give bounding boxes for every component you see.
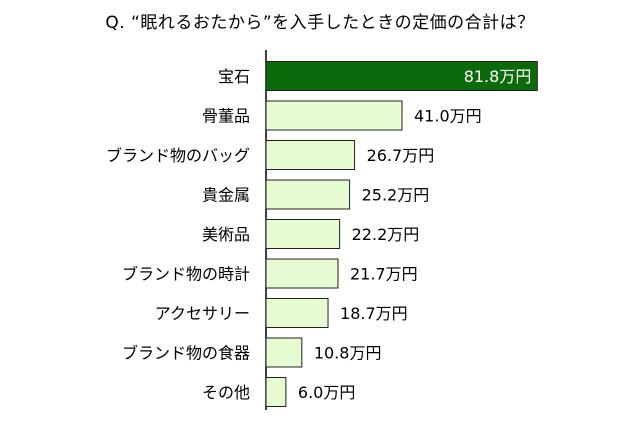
data-label: 25.2万円	[362, 186, 430, 205]
bar	[265, 258, 339, 289]
bar	[265, 337, 303, 368]
data-label: 41.0万円	[414, 107, 482, 126]
data-label: 21.7万円	[350, 265, 418, 284]
data-label: 10.8万円	[314, 344, 382, 363]
chart-title: Q. “眠れるおたから”を入手したときの定価の合計は？	[105, 13, 535, 33]
data-label: 26.7万円	[367, 146, 435, 165]
data-label: 81.8万円	[464, 67, 532, 86]
category-label: 宝石	[218, 67, 250, 86]
category-label: ブランド物のバッグ	[106, 146, 250, 165]
bar	[265, 219, 341, 249]
category-label: その他	[202, 383, 250, 402]
data-label: 6.0万円	[298, 383, 355, 402]
category-label: 骨董品	[202, 107, 250, 126]
bar	[265, 298, 329, 328]
bar	[265, 179, 351, 210]
category-label: ブランド物の時計	[122, 265, 250, 284]
data-label: 18.7万円	[340, 304, 408, 323]
bar	[265, 140, 356, 170]
category-label: 美術品	[202, 225, 250, 244]
bar	[265, 377, 287, 407]
bar	[265, 61, 538, 91]
category-label: 貴金属	[202, 186, 250, 205]
bar	[265, 100, 403, 131]
category-label: アクセサリー	[155, 304, 250, 323]
data-label: 22.2万円	[352, 225, 420, 244]
category-label: ブランド物の食器	[122, 344, 250, 363]
